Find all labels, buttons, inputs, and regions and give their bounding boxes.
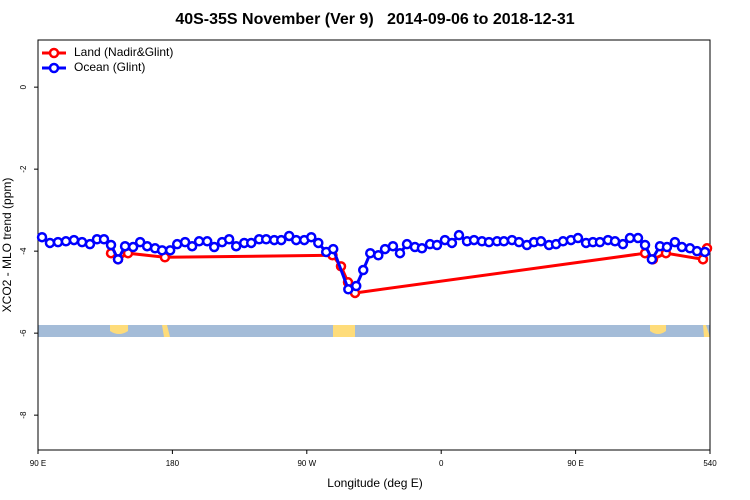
data-point xyxy=(416,243,428,254)
data-point xyxy=(446,237,458,249)
data-point xyxy=(193,236,205,247)
data-point xyxy=(661,241,673,253)
data-point xyxy=(468,234,480,246)
y-tick-label: -8 xyxy=(19,411,28,419)
x-tick-label: 0 xyxy=(439,459,444,468)
map-land xyxy=(110,325,128,334)
data-point xyxy=(387,240,399,252)
x-tick-label: 180 xyxy=(166,459,180,468)
data-point xyxy=(373,250,384,261)
data-point xyxy=(186,240,198,252)
chart-title: 40S-35S November (Ver 9) 2014-09-06 to 2… xyxy=(175,11,574,28)
data-point xyxy=(572,232,584,244)
data-point xyxy=(669,236,681,248)
data-point xyxy=(245,237,257,249)
legend-label: Land (Nadir&Glint) xyxy=(74,45,173,59)
data-point xyxy=(127,241,139,253)
map-land xyxy=(333,325,355,337)
legend-label: Ocean (Glint) xyxy=(74,60,145,74)
data-point xyxy=(36,231,48,243)
y-tick-label: -4 xyxy=(19,247,28,255)
data-point xyxy=(313,237,324,249)
data-point xyxy=(327,243,339,255)
land-map-strip xyxy=(38,325,710,337)
data-point xyxy=(223,234,235,245)
data-point xyxy=(84,238,96,250)
legend-marker xyxy=(48,47,60,59)
map-ocean xyxy=(38,325,710,337)
x-tick-label: 90 W xyxy=(297,459,316,468)
x-tick-label: 90 E xyxy=(30,459,46,468)
data-point xyxy=(230,240,242,252)
x-axis-label: Longitude (deg E) xyxy=(327,476,422,490)
data-point xyxy=(617,238,629,250)
data-point xyxy=(557,236,569,247)
data-point xyxy=(156,245,168,256)
data-point xyxy=(260,234,272,245)
map-land xyxy=(162,325,170,337)
data-point xyxy=(350,280,362,292)
data-point xyxy=(208,241,220,253)
data-point xyxy=(394,247,406,259)
data-point xyxy=(699,246,711,258)
data-point xyxy=(44,237,56,249)
y-tick-label: -2 xyxy=(19,165,28,173)
data-point xyxy=(365,247,376,259)
y-tick-label: 0 xyxy=(19,84,28,89)
x-tick-label: 90 E xyxy=(567,459,583,468)
data-point xyxy=(624,232,636,244)
data-point xyxy=(453,229,465,241)
data-point xyxy=(632,232,644,244)
data-point xyxy=(357,264,369,276)
data-point xyxy=(535,236,547,247)
data-point xyxy=(98,234,110,245)
map-land xyxy=(703,325,710,337)
data-point xyxy=(105,239,117,251)
data-point xyxy=(201,236,213,247)
series-line xyxy=(110,247,709,295)
data-point xyxy=(68,234,80,246)
data-point xyxy=(594,236,606,248)
data-point xyxy=(646,254,658,265)
data-point xyxy=(112,254,124,265)
map-land xyxy=(650,325,666,334)
data-point xyxy=(676,241,688,253)
data-point xyxy=(119,240,131,252)
data-point xyxy=(290,234,302,246)
legend-marker xyxy=(48,62,60,74)
y-tick-label: -6 xyxy=(19,329,28,337)
data-point xyxy=(306,231,317,243)
data-point xyxy=(498,236,510,247)
x-tick-label: 540 xyxy=(703,459,717,468)
data-point xyxy=(60,236,72,247)
data-point xyxy=(639,239,651,251)
y-axis-label: XCO2 - MLO trend (ppm) xyxy=(0,178,14,313)
data-point xyxy=(483,236,495,248)
data-point xyxy=(164,245,176,256)
data-point xyxy=(431,239,443,251)
data-point xyxy=(276,234,287,246)
